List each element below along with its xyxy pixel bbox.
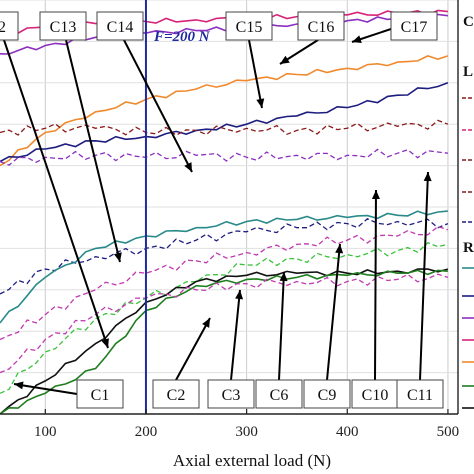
- callout-arrowhead-0: [101, 338, 109, 348]
- callout-leader-6: [13, 383, 78, 395]
- callout-label-10: C9: [318, 387, 337, 404]
- callout-arrowhead-2: [184, 162, 192, 172]
- series-line-9: [0, 241, 449, 394]
- series-line-4: [0, 119, 449, 136]
- series-line-8: [0, 225, 449, 341]
- callout-label-7: C2: [167, 387, 186, 404]
- series-layer: [0, 9, 449, 415]
- callout-box-6: [76, 379, 124, 409]
- series-line-5: [0, 148, 448, 166]
- callout-leader-12: [419, 171, 429, 381]
- callout-leader-7: [175, 317, 211, 381]
- callout-label-2: C14: [107, 19, 134, 36]
- callout-arrowhead-11: [371, 190, 380, 200]
- callout-layer: 2 C13 C14 C15 C16 C17 C1 C2 C3 C6 C9 C10 C11: [0, 11, 444, 409]
- callout-leader-10: [326, 243, 341, 381]
- callout-box-8: [207, 379, 255, 409]
- callout-box-12: [396, 379, 444, 409]
- callout-box-7: [152, 379, 200, 409]
- x-axis-title: Axial external load (N): [173, 451, 331, 470]
- callout-arrowhead-1: [113, 252, 122, 262]
- series-line-2: [0, 55, 449, 167]
- callout-box-1: [39, 11, 87, 41]
- x-tick-label-0: 100: [34, 424, 57, 440]
- callout-arrowhead-8: [235, 290, 244, 300]
- callout-box-11: [351, 379, 399, 409]
- callout-arrowhead-9: [279, 272, 288, 282]
- callout-label-5: C17: [401, 19, 428, 36]
- callout-arrowhead-10: [335, 244, 344, 254]
- callout-box-0: [0, 11, 19, 41]
- callout-arrowhead-7: [202, 318, 210, 328]
- callout-label-4: C16: [308, 19, 335, 36]
- callout-leader-0: [3, 39, 109, 349]
- series-line-11: [0, 269, 448, 415]
- plot-frame: [0, 0, 459, 415]
- callout-label-1: C13: [50, 19, 77, 36]
- callout-leader-8: [230, 289, 241, 381]
- callout-leader-2: [123, 39, 193, 173]
- reference-line-layer: F=200 N: [144, 0, 211, 414]
- callout-box-9: [255, 379, 303, 409]
- callout-label-8: C3: [222, 387, 241, 404]
- x-tick-label-3: 400: [336, 424, 359, 440]
- callout-label-9: C6: [270, 387, 289, 404]
- callout-label-0: 2: [0, 19, 6, 36]
- grid-layer: [0, 0, 458, 415]
- callout-box-3: [225, 11, 273, 41]
- series-line-3: [0, 82, 449, 163]
- legend-fragment-1: L: [463, 64, 473, 80]
- callout-box-4: [297, 11, 345, 41]
- callout-box-5: [390, 11, 438, 41]
- callout-arrowhead-12: [423, 172, 432, 182]
- reference-line-label: F=200 N: [153, 29, 211, 45]
- callout-label-3: C15: [236, 19, 263, 36]
- callout-label-11: C10: [362, 387, 389, 404]
- legend-fragment-layer: C L R: [462, 14, 474, 409]
- callout-leader-9: [278, 271, 285, 381]
- series-line-7: [0, 210, 448, 324]
- callout-arrowhead-6: [14, 381, 24, 390]
- series-line-10: [0, 268, 449, 415]
- legend-fragment-2: R: [463, 240, 474, 256]
- callout-arrowhead-5: [352, 35, 362, 43]
- series-line-1: [0, 13, 448, 55]
- x-tick-label-1: 200: [135, 424, 158, 440]
- callout-arrowhead-4: [280, 55, 290, 64]
- x-tick-layer: 100 200 300 400 500: [34, 409, 459, 440]
- x-tick-label-4: 500: [437, 424, 460, 440]
- callout-label-12: C11: [407, 387, 433, 404]
- callout-box-10: [303, 379, 351, 409]
- series-line-6: [0, 218, 449, 295]
- callout-arrowhead-3: [256, 98, 265, 108]
- legend-fragment-0: C: [463, 14, 474, 30]
- callout-label-6: C1: [91, 387, 110, 404]
- x-tick-label-2: 300: [235, 424, 258, 440]
- callout-leader-1: [65, 39, 121, 263]
- callout-leader-11: [374, 189, 377, 381]
- series-line-12: [0, 273, 449, 374]
- callout-box-2: [96, 11, 144, 41]
- callout-leader-3: [248, 39, 263, 109]
